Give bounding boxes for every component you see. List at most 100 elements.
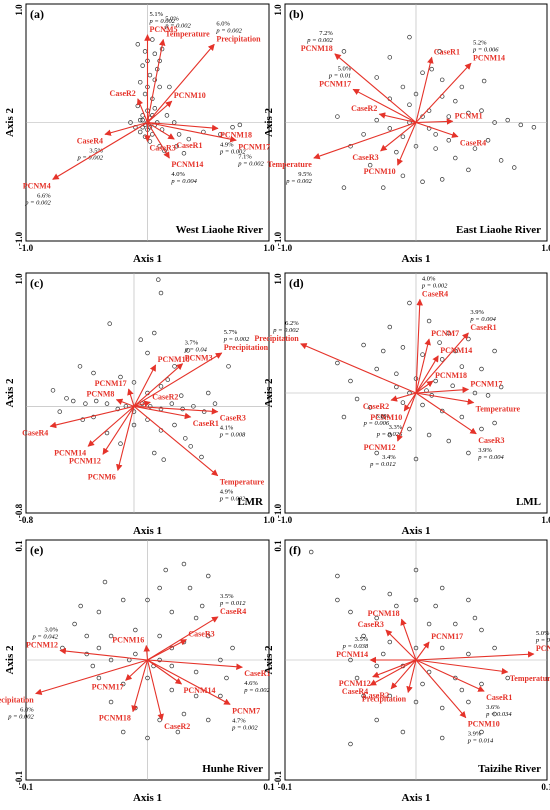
sample-point [152, 450, 157, 456]
vector-arrow [415, 392, 475, 405]
vector-p-value: p = 0.006 [472, 46, 499, 53]
vector-arrow [115, 398, 135, 407]
vector-label: CaseR1 [193, 419, 219, 428]
sample-point [374, 717, 379, 723]
sample-point [387, 591, 393, 597]
sample-point [531, 124, 537, 130]
vector-arrow [147, 659, 243, 671]
sample-point [400, 173, 406, 179]
x-tick-label: -1.0 [278, 243, 293, 253]
vector-stat: 5.7% [224, 329, 238, 336]
sample-point [407, 426, 412, 432]
vector-arrow [133, 405, 219, 415]
sample-point [108, 699, 114, 705]
sample-point [374, 117, 379, 123]
sample-point [472, 146, 478, 151]
sample-point [361, 693, 366, 699]
sample-point [157, 585, 162, 591]
sample-point [201, 409, 207, 414]
sample-point [453, 621, 458, 627]
vector-stat: 4.9% [220, 141, 234, 148]
vector-arrow [396, 122, 417, 166]
vector-stat: 3.3% [389, 424, 403, 431]
sample-point [133, 627, 138, 633]
vector-label: PCNM10 [468, 720, 500, 729]
vector-label: PCNM14 [336, 650, 368, 659]
vector-label: Temperature [165, 30, 210, 39]
sample-point [199, 454, 204, 460]
y-tick-label: 1.0 [14, 273, 24, 285]
sample-point [433, 132, 438, 137]
vector-stat: 3.6% [486, 704, 500, 711]
sample-point [230, 645, 235, 651]
vector-arrow [415, 386, 470, 394]
sample-point [206, 717, 211, 723]
vector-arrow [147, 100, 173, 123]
x-tick-label: 1.0 [263, 243, 275, 253]
vector-arrow [415, 641, 430, 661]
sample-point [102, 579, 108, 585]
sample-point [158, 290, 164, 296]
vector-arrow [380, 122, 417, 152]
y-tick-label: 0.1 [273, 540, 283, 552]
sample-point [172, 364, 177, 369]
sample-point [161, 457, 166, 462]
sample-point [400, 729, 406, 735]
sample-point [176, 132, 182, 137]
vector-p-value: p = 0.034 [485, 711, 512, 718]
x-tick-label: 1.0 [541, 515, 550, 525]
sample-point [492, 120, 497, 125]
sample-point [152, 330, 157, 336]
vector-label: CaseR2 [363, 402, 389, 411]
sample-point [193, 693, 199, 699]
vector-p-value: p = 0.002 [243, 687, 270, 694]
sample-point [466, 110, 471, 116]
panel-title: Hunhe River [202, 763, 263, 775]
sample-point [439, 357, 445, 362]
panel-tag: (a) [30, 7, 44, 21]
sample-point [158, 384, 164, 389]
y-tick-label: -0.1 [14, 770, 24, 785]
vector-p-value: p = 0.04 [184, 347, 208, 354]
sample-point [140, 117, 145, 123]
vector-arrow [59, 647, 148, 661]
sample-point [354, 675, 360, 681]
sample-point [183, 436, 188, 441]
sample-point [108, 633, 114, 639]
vector-p-value: p = 0.006 [363, 420, 390, 427]
sample-point [181, 151, 187, 156]
vector-arrow [415, 298, 423, 394]
vector-label: PCNM8 [86, 390, 114, 399]
sample-point [206, 573, 211, 579]
sample-point [466, 167, 471, 173]
sample-point [187, 585, 193, 591]
vector-arrow [143, 644, 151, 661]
sample-point [420, 681, 425, 687]
sample-point [453, 98, 458, 104]
sample-point [485, 393, 491, 398]
sample-point [485, 138, 491, 143]
sample-point [91, 370, 96, 376]
sample-point [348, 378, 353, 384]
sample-point [426, 432, 432, 438]
sample-point [439, 645, 445, 651]
sample-point [185, 348, 191, 353]
vector-stat: 7.1% [238, 153, 252, 160]
sample-point [218, 132, 223, 137]
sample-point [341, 185, 347, 190]
vector-arrow [400, 618, 417, 661]
vector-label: PCNM7 [232, 706, 260, 715]
vector-p-value: p = 0.002 [285, 178, 312, 185]
vector-label: PCNM12 [339, 679, 371, 688]
sample-point [206, 390, 211, 396]
vector-label: CaseR1 [176, 141, 202, 150]
vector-arrow [127, 388, 135, 407]
vector-arrow [369, 659, 417, 686]
vector-p-value: p = 0.002 [76, 154, 103, 161]
vector-label: PCNM6 [88, 472, 116, 481]
x-tick-label: 1.0 [263, 515, 275, 525]
sample-point [104, 401, 110, 406]
vector-label: CaseR3 [188, 630, 214, 639]
sample-point [472, 615, 478, 621]
